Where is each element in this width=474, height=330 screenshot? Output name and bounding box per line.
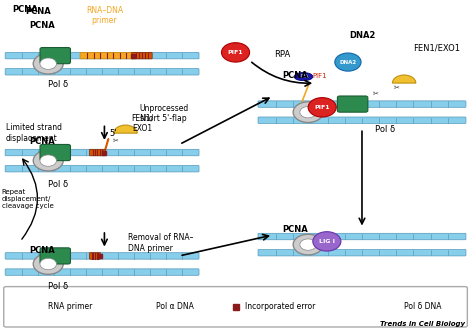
Text: Pol δ: Pol δ — [47, 180, 68, 189]
Text: ✂: ✂ — [394, 85, 400, 91]
FancyBboxPatch shape — [258, 101, 466, 107]
Text: LIG I: LIG I — [319, 239, 335, 244]
Circle shape — [221, 43, 250, 62]
Text: FEN1/
EXO1: FEN1/ EXO1 — [131, 114, 153, 133]
Circle shape — [308, 98, 336, 117]
Circle shape — [293, 234, 323, 255]
FancyBboxPatch shape — [15, 302, 45, 311]
Text: ✂: ✂ — [373, 91, 379, 97]
FancyBboxPatch shape — [337, 96, 368, 112]
Text: RNA–DNA
primer: RNA–DNA primer — [86, 6, 123, 25]
Circle shape — [335, 53, 361, 71]
Text: Pol δ DNA: Pol δ DNA — [404, 302, 442, 311]
FancyBboxPatch shape — [258, 117, 466, 123]
Text: Removal of RNA–
DNA primer: Removal of RNA– DNA primer — [128, 233, 193, 253]
Text: PIF1: PIF1 — [314, 105, 330, 110]
Wedge shape — [392, 75, 416, 83]
FancyBboxPatch shape — [40, 248, 71, 264]
Text: PIF1: PIF1 — [312, 73, 327, 79]
Text: PCNA: PCNA — [12, 5, 37, 14]
Text: Incorporated error: Incorporated error — [245, 302, 315, 311]
FancyBboxPatch shape — [333, 302, 401, 311]
FancyBboxPatch shape — [5, 253, 199, 259]
Circle shape — [33, 150, 63, 171]
Circle shape — [300, 239, 316, 250]
Text: Pol δ: Pol δ — [47, 80, 68, 89]
Text: Pol δ: Pol δ — [47, 282, 68, 291]
Ellipse shape — [294, 73, 313, 81]
Text: PIF1: PIF1 — [228, 50, 243, 55]
Circle shape — [300, 107, 316, 118]
FancyBboxPatch shape — [90, 149, 105, 156]
FancyBboxPatch shape — [258, 249, 466, 256]
FancyBboxPatch shape — [40, 145, 71, 161]
Text: RNA primer: RNA primer — [48, 302, 92, 311]
Text: PCNA: PCNA — [29, 138, 55, 147]
Text: DNA2: DNA2 — [339, 60, 356, 65]
Text: RPA: RPA — [298, 74, 309, 79]
Circle shape — [40, 58, 56, 69]
Circle shape — [40, 155, 56, 166]
FancyBboxPatch shape — [5, 165, 199, 172]
Text: Limited strand
displacement: Limited strand displacement — [6, 123, 62, 143]
Circle shape — [33, 53, 63, 74]
FancyBboxPatch shape — [5, 69, 199, 75]
FancyBboxPatch shape — [258, 233, 466, 240]
Circle shape — [40, 258, 56, 270]
Text: PCNA: PCNA — [29, 21, 55, 30]
FancyBboxPatch shape — [80, 52, 134, 59]
Text: RPA: RPA — [274, 50, 291, 59]
Text: DNA2: DNA2 — [349, 31, 375, 40]
Text: Trends in Cell Biology: Trends in Cell Biology — [380, 321, 465, 327]
Text: PCNA: PCNA — [283, 71, 308, 80]
FancyBboxPatch shape — [5, 149, 199, 156]
Text: PCNA: PCNA — [283, 225, 308, 234]
FancyBboxPatch shape — [90, 253, 100, 259]
FancyBboxPatch shape — [5, 52, 199, 59]
Text: FEN1/EXO1: FEN1/EXO1 — [413, 44, 461, 53]
Circle shape — [293, 102, 323, 122]
Circle shape — [313, 232, 341, 251]
Text: PCNA: PCNA — [25, 7, 51, 16]
FancyBboxPatch shape — [118, 302, 152, 311]
Text: Unprocessed
short 5'-flap: Unprocessed short 5'-flap — [139, 104, 189, 123]
Wedge shape — [114, 125, 137, 133]
Circle shape — [33, 254, 63, 274]
FancyBboxPatch shape — [5, 269, 199, 275]
Text: PCNA: PCNA — [29, 246, 55, 255]
Text: Pol α DNA: Pol α DNA — [156, 302, 194, 311]
FancyBboxPatch shape — [4, 287, 467, 327]
Text: Repeat
displacement/
cleavage cycle: Repeat displacement/ cleavage cycle — [2, 189, 54, 209]
FancyBboxPatch shape — [132, 52, 152, 59]
Text: Pol δ: Pol δ — [375, 125, 395, 134]
Text: 5': 5' — [109, 129, 117, 138]
FancyBboxPatch shape — [40, 48, 71, 64]
Text: ✂: ✂ — [113, 138, 119, 144]
